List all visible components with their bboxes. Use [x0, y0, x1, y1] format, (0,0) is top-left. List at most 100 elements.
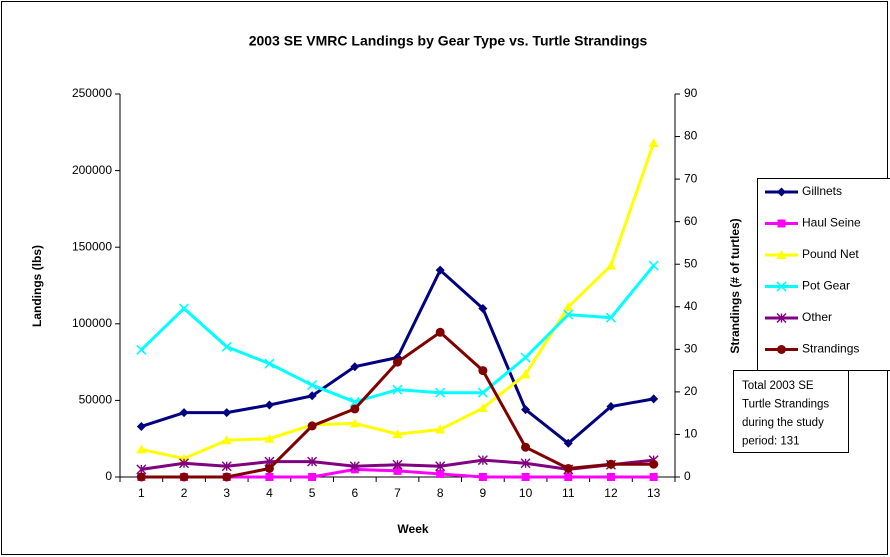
marker [776, 250, 787, 259]
marker [350, 362, 360, 372]
legend-label: Pound Net [802, 247, 859, 261]
x-tick-label: 5 [309, 486, 316, 500]
marker [136, 464, 147, 475]
y2-tick-label: 80 [684, 129, 698, 143]
marker [307, 391, 317, 401]
marker [777, 345, 786, 354]
x-tick-label: 13 [647, 486, 661, 500]
y2-tick-label: 40 [684, 299, 698, 313]
marker [179, 472, 189, 482]
marker [605, 312, 617, 323]
marker [478, 366, 488, 376]
x-tick-label: 3 [223, 486, 230, 500]
x-tick-label: 7 [394, 486, 401, 500]
y2-tick-label: 70 [684, 171, 698, 185]
marker [777, 187, 786, 197]
marker [477, 455, 488, 466]
marker [521, 442, 531, 452]
marker [648, 260, 659, 271]
marker [221, 435, 232, 445]
y-tick-label: 50000 [79, 393, 113, 407]
marker [136, 344, 147, 355]
marker [477, 387, 488, 398]
marker [521, 473, 530, 481]
marker [178, 303, 190, 314]
marker [392, 459, 403, 470]
annotation-line: Total 2003 SE [742, 380, 814, 392]
marker [649, 473, 658, 481]
marker [136, 421, 146, 431]
y-tick-label: 150000 [72, 239, 112, 253]
marker [136, 472, 146, 482]
marker [222, 408, 232, 418]
marker [477, 403, 488, 413]
marker [264, 433, 275, 443]
y-axis-title: Landings (lbs) [30, 245, 44, 327]
x-tick-label: 10 [519, 486, 533, 500]
marker [563, 309, 574, 320]
y-tick-label: 100000 [72, 316, 112, 330]
y-tick-label: 250000 [72, 86, 112, 100]
marker [649, 459, 659, 469]
marker [308, 473, 317, 481]
y2-tick-label: 90 [684, 86, 698, 100]
marker [435, 424, 446, 434]
marker [478, 303, 488, 313]
marker [307, 421, 317, 431]
marker [563, 438, 573, 448]
y2-tick-label: 50 [684, 256, 698, 270]
annotation-line: during the study [742, 417, 824, 429]
y2-axis-title: Strandings (# of turtles) [728, 218, 742, 353]
marker [606, 402, 616, 412]
x-tick-label: 9 [480, 486, 487, 500]
marker [564, 473, 573, 481]
x-tick-label: 6 [351, 486, 358, 500]
marker [606, 459, 616, 469]
annotation-box [733, 370, 849, 453]
marker [307, 456, 318, 467]
x-tick-label: 4 [266, 486, 273, 500]
marker [520, 458, 531, 469]
y2-tick-label: 30 [684, 342, 698, 356]
legend-label: Strandings [802, 342, 859, 356]
legend-label: Gillnets [802, 184, 842, 198]
y2-tick-label: 20 [684, 384, 698, 398]
legend-label: Haul Seine [802, 216, 861, 230]
marker [265, 473, 274, 481]
marker [392, 429, 403, 439]
marker [521, 405, 531, 415]
marker [605, 260, 616, 270]
annotation-line: period: 131 [742, 436, 800, 448]
chart-title: 2003 SE VMRC Landings by Gear Type vs. T… [249, 33, 648, 49]
marker [648, 138, 659, 148]
marker [393, 357, 402, 367]
marker [264, 358, 275, 369]
marker [520, 352, 531, 363]
marker [222, 472, 232, 482]
annotation-line: Turtle Strandings [742, 399, 829, 411]
marker [350, 404, 360, 414]
marker [777, 219, 786, 228]
marker [349, 461, 360, 472]
y2-tick-label: 60 [684, 214, 698, 228]
marker [393, 466, 402, 475]
marker [478, 473, 487, 481]
legend-label: Pot Gear [802, 279, 850, 293]
marker [563, 463, 573, 473]
marker [221, 341, 232, 352]
marker [435, 461, 446, 472]
marker [136, 444, 147, 454]
marker [392, 384, 403, 395]
y-tick-label: 200000 [72, 163, 112, 177]
x-tick-label: 12 [604, 486, 618, 500]
x-tick-label: 8 [437, 486, 444, 500]
marker [435, 387, 446, 398]
x-axis-title: Week [397, 522, 428, 536]
x-tick-label: 2 [181, 486, 188, 500]
marker [349, 418, 360, 428]
marker [563, 301, 574, 311]
x-tick-label: 1 [138, 486, 145, 500]
